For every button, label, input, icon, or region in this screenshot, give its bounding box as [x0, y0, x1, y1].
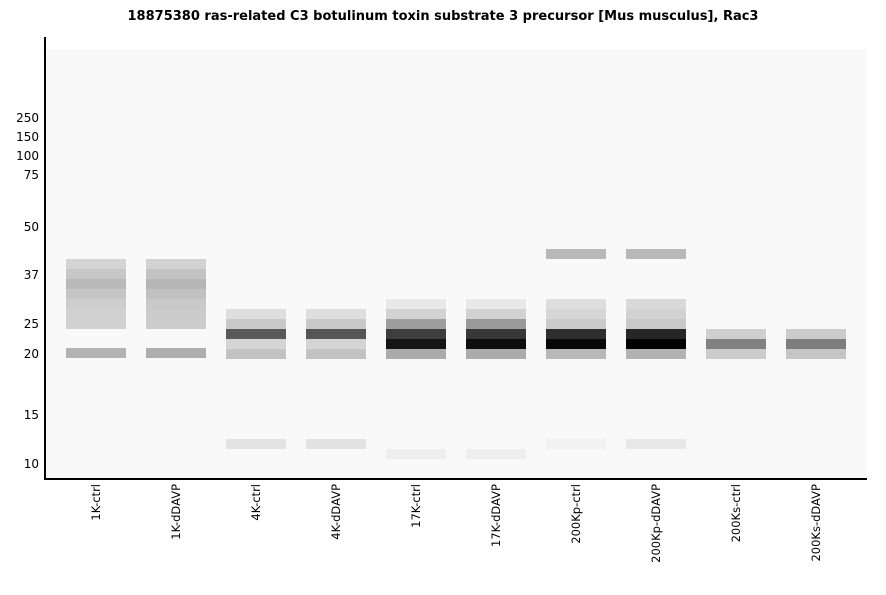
gel-band — [546, 309, 606, 319]
gel-band — [386, 349, 446, 359]
lane-label: 1K-ctrl — [89, 484, 103, 521]
gel-band — [66, 259, 126, 269]
gel-band — [306, 439, 366, 449]
gel-band — [546, 439, 606, 449]
gel-band — [66, 299, 126, 309]
gel-band — [66, 269, 126, 279]
y-axis-tick-label: 250 — [16, 111, 39, 125]
gel-band — [306, 329, 366, 339]
gel-band — [146, 348, 206, 358]
gel-band — [626, 349, 686, 359]
gel-band — [306, 339, 366, 349]
gel-band — [706, 329, 766, 339]
gel-band — [306, 349, 366, 359]
gel-band — [386, 309, 446, 319]
gel-band — [626, 339, 686, 349]
y-axis-tick-label: 10 — [23, 457, 39, 471]
gel-band — [226, 309, 286, 319]
lane-label: 4K-ctrl — [249, 484, 263, 521]
gel-band — [466, 329, 526, 339]
gel-band — [466, 349, 526, 359]
lane-label: 17K-dDAVP — [489, 484, 503, 548]
gel-band — [546, 349, 606, 359]
y-axis-tick-label: 75 — [23, 168, 39, 182]
x-axis-spine — [43, 477, 867, 480]
gel-band — [626, 319, 686, 329]
gel-band — [786, 339, 846, 349]
lane-label: 4K-dDAVP — [329, 484, 343, 540]
gel-band — [66, 289, 126, 299]
y-axis-tick-label: 50 — [23, 220, 39, 234]
gel-band — [226, 329, 286, 339]
y-axis-tick-label: 150 — [16, 130, 39, 144]
lane-label: 200Ks-dDAVP — [809, 484, 823, 562]
gel-band — [626, 329, 686, 339]
gel-band — [146, 259, 206, 269]
gel-band — [626, 299, 686, 309]
gel-band — [546, 329, 606, 339]
gel-band — [66, 279, 126, 289]
gel-band — [466, 309, 526, 319]
gel-band — [146, 289, 206, 299]
y-axis-tick-label: 100 — [16, 149, 39, 163]
figure-title: 18875380 ras-related C3 botulinum toxin … — [127, 9, 759, 24]
gel-band — [466, 449, 526, 459]
gel-band — [706, 349, 766, 359]
gel-band — [226, 439, 286, 449]
y-axis-tick-label: 20 — [23, 347, 39, 361]
lane-label: 1K-dDAVP — [169, 484, 183, 540]
y-axis-spine — [43, 37, 46, 480]
gel-band — [66, 348, 126, 358]
gel-band — [386, 319, 446, 329]
gel-band — [546, 319, 606, 329]
gel-band — [626, 439, 686, 449]
gel-band — [386, 329, 446, 339]
gel-band — [786, 329, 846, 339]
lane-label: 200Kp-dDAVP — [649, 484, 663, 563]
y-axis-tick-label: 37 — [23, 268, 39, 282]
gel-band — [546, 339, 606, 349]
gel-band — [706, 339, 766, 349]
lane-label: 200Kp-ctrl — [569, 484, 583, 544]
gel-band — [306, 319, 366, 329]
gel-band — [466, 339, 526, 349]
lane-label: 200Ks-ctrl — [729, 484, 743, 543]
gel-band — [146, 309, 206, 319]
gel-band — [66, 309, 126, 319]
gel-band — [386, 299, 446, 309]
gel-band — [466, 319, 526, 329]
y-axis-tick-label: 15 — [23, 408, 39, 422]
gel-band — [226, 349, 286, 359]
gel-band — [386, 449, 446, 459]
gel-band — [386, 339, 446, 349]
gel-band — [546, 299, 606, 309]
gel-band — [66, 319, 126, 329]
gel-band — [466, 299, 526, 309]
gel-band — [546, 249, 606, 259]
gel-band — [146, 269, 206, 279]
gel-band — [146, 299, 206, 309]
lane-label: 17K-ctrl — [409, 484, 423, 528]
gel-band — [786, 349, 846, 359]
gel-band — [146, 279, 206, 289]
y-axis-tick-label: 25 — [23, 317, 39, 331]
gel-band — [626, 249, 686, 259]
gel-band — [306, 309, 366, 319]
gel-band — [626, 309, 686, 319]
gel-band — [226, 339, 286, 349]
gel-band — [226, 319, 286, 329]
gel-band — [146, 319, 206, 329]
